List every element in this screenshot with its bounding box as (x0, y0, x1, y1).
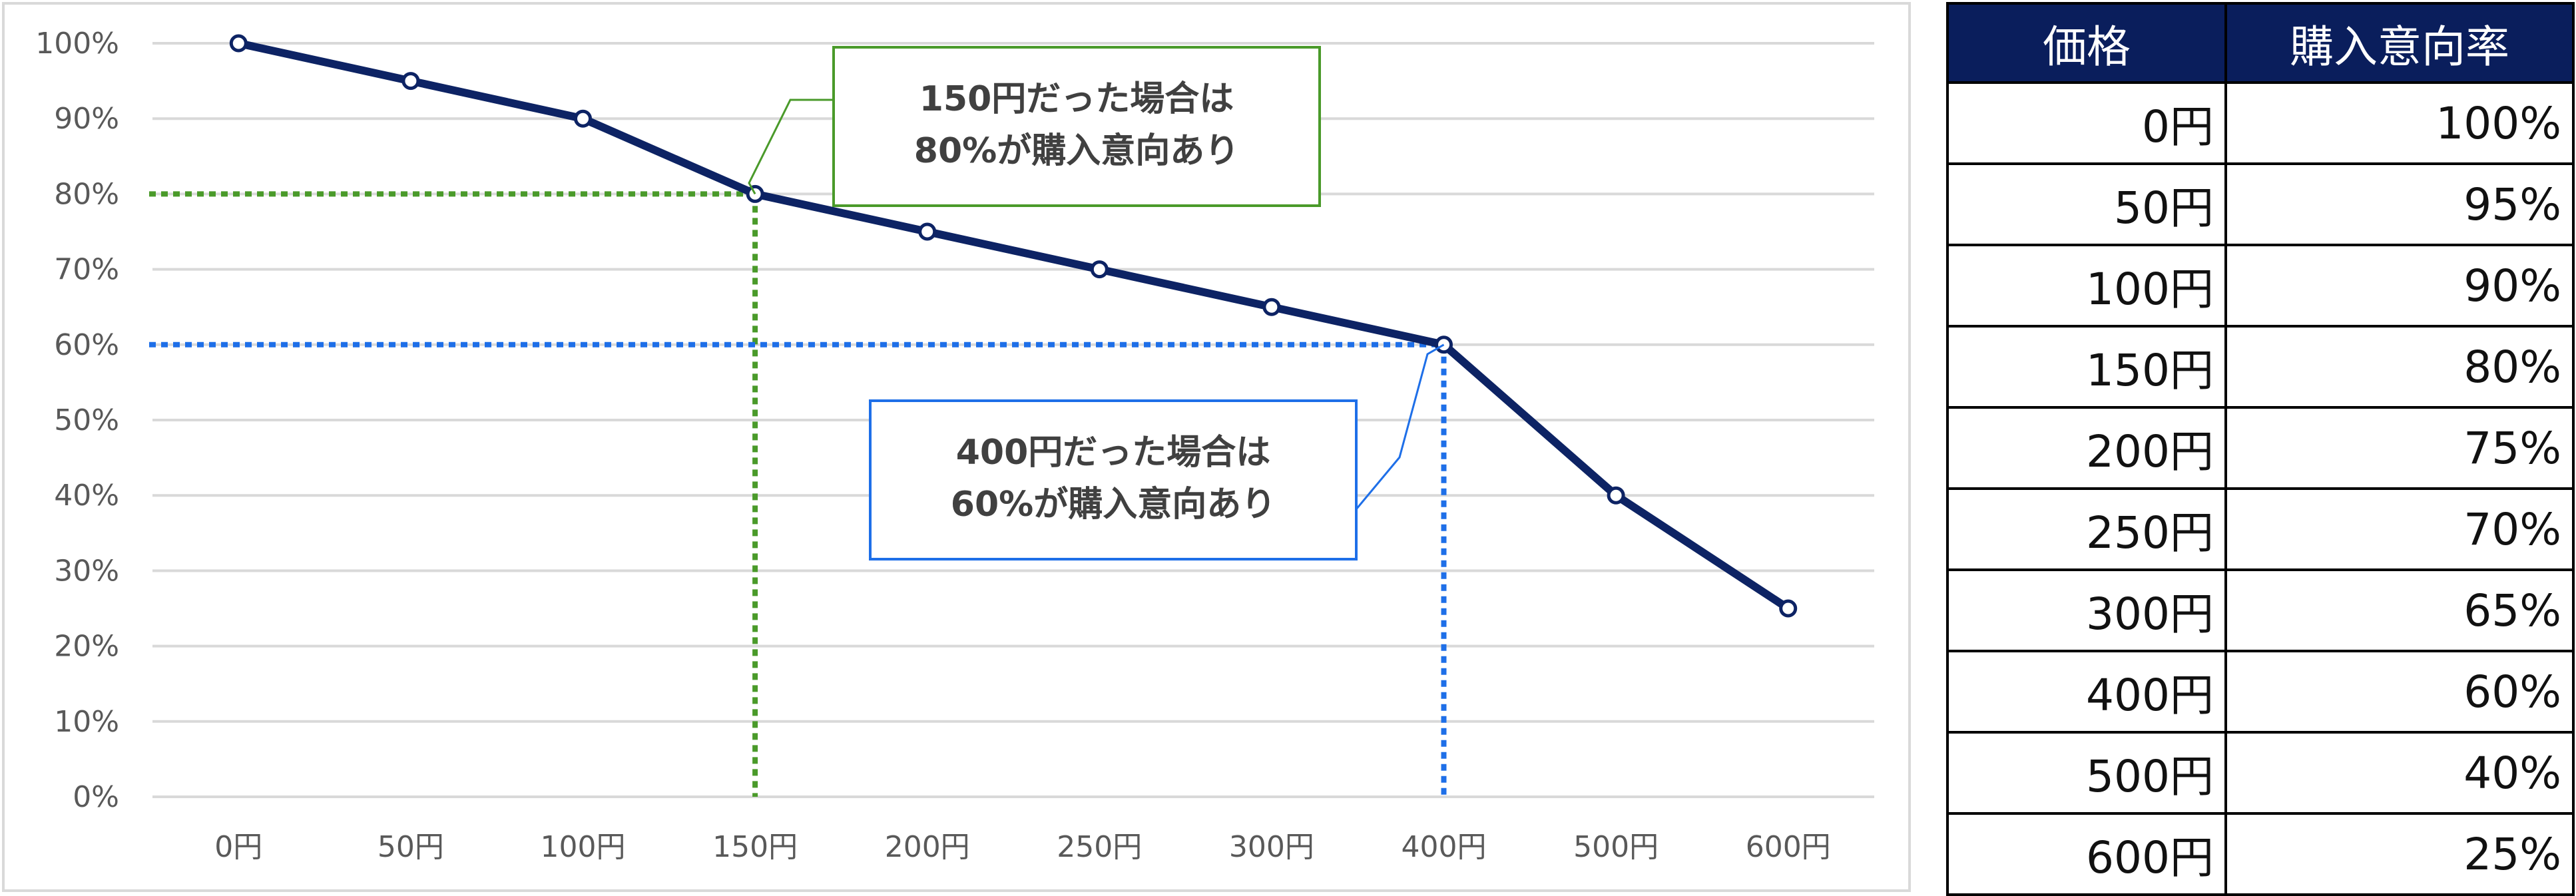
price-cell: 200円 (1946, 406, 2227, 490)
guide-lines (149, 191, 1447, 797)
data-point (1607, 486, 1625, 505)
callouts: 150円だった場合は 80%が購入意向あり 400円だった場合は 60%が購入意向あり (748, 46, 1445, 560)
data-point (1090, 260, 1109, 279)
table-row: 500円 40% (1946, 731, 2575, 815)
x-tick-label: 100円 (541, 830, 626, 864)
table-row: 100円 90% (1946, 244, 2575, 328)
rate-cell: 40% (2224, 731, 2575, 815)
table-row: 50円 95% (1946, 162, 2575, 246)
rate-cell: 80% (2224, 325, 2575, 409)
x-tick-label: 500円 (1573, 830, 1659, 864)
x-tick-label: 250円 (1057, 830, 1142, 864)
rate-cell: 25% (2224, 812, 2575, 896)
table-row: 600円 25% (1946, 812, 2575, 896)
y-tick-label: 30% (54, 554, 119, 588)
y-tick-label: 10% (54, 705, 119, 739)
data-point (229, 34, 248, 53)
y-tick-label: 40% (54, 479, 119, 513)
price-cell: 600円 (1946, 812, 2227, 896)
series-line-path (234, 39, 1792, 612)
series-line (234, 39, 1792, 612)
x-tick-label: 0円 (214, 830, 262, 864)
rate-cell: 100% (2224, 81, 2575, 165)
table-row: 400円 60% (1946, 650, 2575, 734)
rate-cell: 75% (2224, 406, 2575, 490)
price-cell: 500円 (1946, 731, 2227, 815)
data-point (918, 222, 937, 241)
price-cell: 100円 (1946, 244, 2227, 328)
rate-cell: 95% (2224, 162, 2575, 246)
line-chart: 0% 10% 20% 30% 40% 50% 60% 70% 80% 90% 100% 0円 50円 1… (35, 27, 1874, 864)
data-point (401, 72, 420, 91)
table-row: 300円 65% (1946, 568, 2575, 652)
data-point (1779, 599, 1798, 618)
price-cell: 300円 (1946, 568, 2227, 652)
callout-leader (748, 99, 834, 195)
price-cell: 0円 (1946, 81, 2227, 165)
y-tick-label: 60% (54, 328, 119, 362)
callout-text: 150円だった場合は (919, 79, 1234, 119)
data-point (1262, 298, 1281, 316)
y-tick-label: 50% (54, 403, 119, 437)
header-rate: 購入意向率 (2224, 2, 2575, 84)
y-tick-label: 0% (73, 780, 119, 814)
y-tick-label: 70% (54, 253, 119, 287)
rate-cell: 60% (2224, 650, 2575, 734)
x-tick-label: 50円 (378, 830, 444, 864)
y-tick-label: 80% (54, 177, 119, 211)
callout-text: 60%が購入意向あり (951, 485, 1276, 525)
price-cell: 150円 (1946, 325, 2227, 409)
x-tick-label: 600円 (1746, 830, 1831, 864)
rate-cell: 70% (2224, 487, 2575, 571)
header-price: 価格 (1946, 2, 2227, 84)
y-tick-label: 100% (35, 27, 119, 61)
callout-leader (1355, 343, 1445, 510)
table-header-row: 価格 購入意向率 (1946, 2, 2575, 84)
callout-box (832, 46, 1321, 207)
table-row: 200円 75% (1946, 406, 2575, 490)
chart-panel: 0% 10% 20% 30% 40% 50% 60% 70% 80% 90% 100% 0円 50円 1… (2, 2, 1911, 892)
callout-box (869, 399, 1358, 560)
y-tick-label: 90% (54, 102, 119, 136)
table-row: 0円 100% (1946, 81, 2575, 165)
x-tick-label: 150円 (712, 830, 798, 864)
price-cell: 50円 (1946, 162, 2227, 246)
price-cell: 400円 (1946, 650, 2227, 734)
data-point (574, 109, 592, 128)
x-tick-label: 400円 (1402, 830, 1487, 864)
rate-cell: 90% (2224, 244, 2575, 328)
x-axis-ticks: 0円 50円 100円 150円 200円 250円 300円 400円 500円 600円 (214, 830, 1830, 864)
y-axis-ticks: 0% 10% 20% 30% 40% 50% 60% 70% 80% 90% 100% (35, 27, 119, 814)
table-row: 150円 80% (1946, 325, 2575, 409)
table-row: 250円 70% (1946, 487, 2575, 571)
callout-text: 80%が購入意向あり (914, 131, 1239, 171)
x-tick-label: 200円 (885, 830, 970, 864)
price-rate-table: 価格 購入意向率 0円 100% 50円 95% 100円 90% 150円 8… (1946, 2, 2575, 896)
y-tick-label: 20% (54, 630, 119, 664)
callout-text: 400円だった場合は (956, 433, 1271, 473)
x-tick-label: 300円 (1229, 830, 1314, 864)
price-cell: 250円 (1946, 487, 2227, 571)
rate-cell: 65% (2224, 568, 2575, 652)
